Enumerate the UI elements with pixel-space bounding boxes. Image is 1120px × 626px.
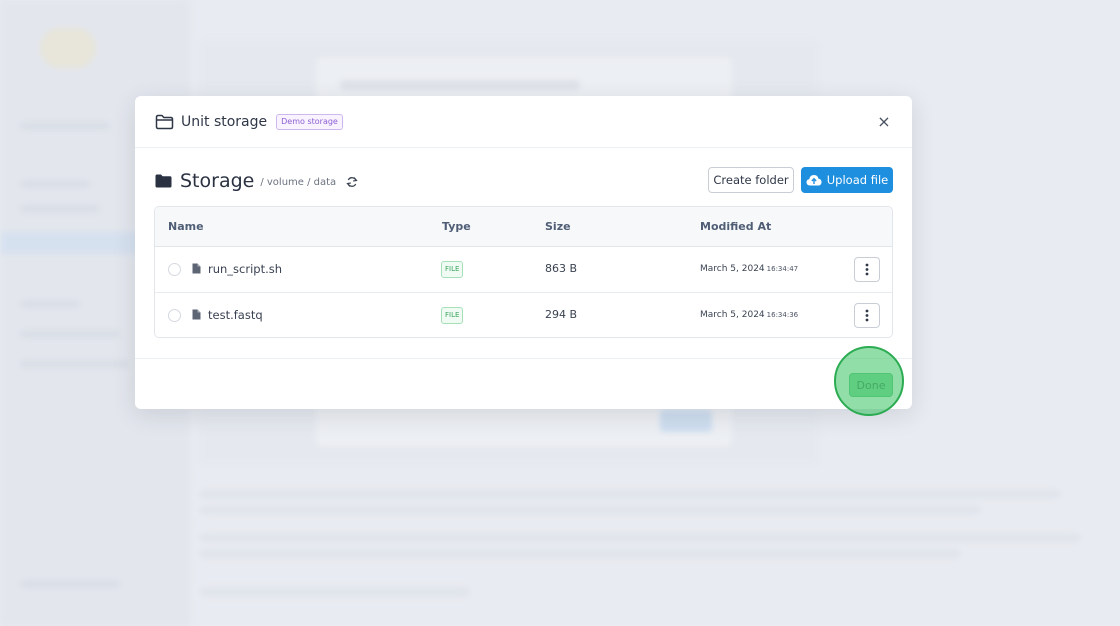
background-text-line bbox=[200, 506, 980, 514]
refresh-icon[interactable] bbox=[346, 176, 358, 188]
file-modified: March 5, 2024 16:34:36 bbox=[700, 310, 798, 320]
folder-filled-icon bbox=[155, 174, 172, 188]
background-text-line bbox=[200, 534, 1080, 542]
background-sidebar-line bbox=[20, 122, 110, 130]
modal-header: Unit storage Demo storage × bbox=[135, 96, 912, 148]
background-dialog-title bbox=[340, 80, 580, 90]
modal-title: Unit storage bbox=[181, 113, 268, 130]
background-text-line bbox=[200, 550, 960, 558]
row-actions-button[interactable] bbox=[854, 303, 880, 328]
done-button[interactable]: Done bbox=[849, 373, 893, 397]
modified-date: March 5, 2024 bbox=[700, 310, 765, 320]
background-sidebar-line bbox=[20, 180, 90, 188]
close-button[interactable]: × bbox=[876, 111, 892, 131]
row-select-radio[interactable] bbox=[168, 309, 181, 322]
modal-footer: Done bbox=[135, 358, 912, 409]
kebab-menu-icon bbox=[865, 263, 869, 276]
modified-time: 16:34:47 bbox=[766, 265, 799, 273]
kebab-menu-icon bbox=[865, 309, 869, 322]
row-select-radio[interactable] bbox=[168, 263, 181, 276]
cloud-upload-icon bbox=[806, 174, 822, 186]
column-header-name[interactable]: Name bbox=[168, 220, 204, 233]
storage-path-breadcrumb: / volume / data bbox=[260, 177, 337, 188]
table-row[interactable]: test.fastq FILE 294 B March 5, 2024 16:34… bbox=[155, 293, 892, 337]
file-name[interactable]: run_script.sh bbox=[208, 262, 283, 276]
demo-storage-badge: Demo storage bbox=[276, 113, 343, 130]
storage-title: Storage bbox=[180, 170, 255, 192]
column-header-size[interactable]: Size bbox=[545, 220, 571, 233]
background-sidebar-line bbox=[20, 205, 100, 213]
file-size: 863 B bbox=[545, 262, 578, 275]
background-text-line bbox=[200, 490, 1060, 498]
close-icon: × bbox=[877, 111, 891, 131]
table-row[interactable]: run_script.sh FILE 863 B March 5, 2024 16… bbox=[155, 247, 892, 293]
background-sidebar-active bbox=[0, 232, 140, 254]
column-header-type[interactable]: Type bbox=[442, 220, 471, 233]
upload-file-button[interactable]: Upload file bbox=[801, 167, 893, 193]
background-sidebar-line bbox=[20, 360, 130, 368]
file-type-badge: FILE bbox=[441, 307, 464, 324]
background-sidebar-line bbox=[20, 300, 80, 308]
background-dialog-button bbox=[660, 410, 712, 432]
file-size: 294 B bbox=[545, 308, 578, 321]
modified-date: March 5, 2024 bbox=[700, 264, 765, 274]
background-sidebar-line bbox=[20, 330, 120, 338]
column-header-modified[interactable]: Modified At bbox=[700, 220, 772, 233]
storage-toolbar: Storage / volume / data Create folder Up… bbox=[155, 167, 893, 194]
row-actions-button[interactable] bbox=[854, 257, 880, 282]
folder-outline-icon bbox=[155, 114, 174, 130]
background-text-line bbox=[200, 588, 470, 596]
background-sidebar-line bbox=[20, 580, 120, 588]
create-folder-button[interactable]: Create folder bbox=[708, 167, 794, 193]
files-table: Name Type Size Modified At run_script.sh… bbox=[154, 206, 893, 338]
file-icon bbox=[192, 263, 201, 274]
background-logo bbox=[40, 28, 96, 68]
file-modified: March 5, 2024 16:34:47 bbox=[700, 264, 798, 274]
file-icon bbox=[192, 309, 201, 320]
file-name[interactable]: test.fastq bbox=[208, 308, 263, 322]
unit-storage-modal: Unit storage Demo storage × Storage / vo… bbox=[135, 96, 912, 409]
upload-file-label: Upload file bbox=[826, 173, 889, 187]
file-type-badge: FILE bbox=[441, 261, 464, 278]
modified-time: 16:34:36 bbox=[766, 311, 799, 319]
table-header: Name Type Size Modified At bbox=[155, 207, 892, 247]
